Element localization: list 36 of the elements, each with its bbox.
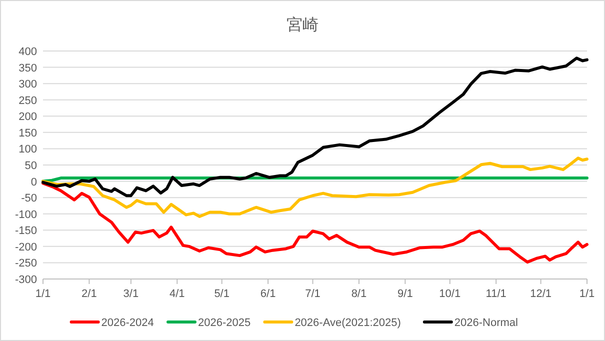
y-tick-label: -250 bbox=[14, 258, 37, 270]
x-tick-label: 1/1 bbox=[35, 288, 51, 300]
x-tick-label: 4/1 bbox=[169, 288, 185, 300]
y-tick-label: -300 bbox=[14, 274, 37, 286]
y-tick-label: -150 bbox=[14, 225, 37, 238]
x-tick-label: 7/1 bbox=[305, 288, 320, 300]
y-tick-label: -200 bbox=[14, 241, 37, 254]
y-tick-label: 100 bbox=[18, 144, 37, 156]
y-tick-label: -100 bbox=[14, 208, 37, 221]
x-tick-label: 3/1 bbox=[123, 288, 139, 300]
x-tick-label: 1/1 bbox=[579, 288, 595, 300]
y-tick-label: 150 bbox=[18, 127, 37, 140]
x-tick-label: 8/1 bbox=[351, 288, 367, 300]
y-tick-label: 200 bbox=[18, 111, 37, 124]
x-tick-label: 9/1 bbox=[398, 288, 413, 300]
y-tick-label: 350 bbox=[18, 62, 37, 74]
y-tick-label: -50 bbox=[21, 192, 37, 205]
x-tick-label: 11/1 bbox=[486, 288, 506, 300]
chart-title: 宮崎 bbox=[286, 16, 318, 34]
y-tick-label: 300 bbox=[18, 78, 37, 91]
legend-label: 2026-Normal bbox=[454, 317, 518, 329]
legend-label: 2026-2024 bbox=[101, 317, 154, 329]
legend-label: 2026-Ave(2021:2025) bbox=[294, 317, 401, 329]
line-series bbox=[42, 182, 588, 264]
x-tick-label: 5/1 bbox=[214, 288, 230, 300]
line-series bbox=[42, 156, 588, 218]
x-tick-label: 10/1 bbox=[439, 288, 461, 300]
y-tick-label: 50 bbox=[24, 160, 37, 172]
x-tick-label: 6/1 bbox=[260, 288, 276, 300]
y-tick-label: 400 bbox=[18, 46, 37, 58]
x-tick-label: 2/1 bbox=[82, 288, 97, 300]
line-series bbox=[42, 56, 588, 198]
legend-label: 2026-2025 bbox=[198, 317, 251, 329]
x-tick-label: 12/1 bbox=[530, 288, 552, 300]
y-tick-label: 250 bbox=[18, 94, 37, 107]
y-tick-label: 0 bbox=[30, 176, 37, 188]
